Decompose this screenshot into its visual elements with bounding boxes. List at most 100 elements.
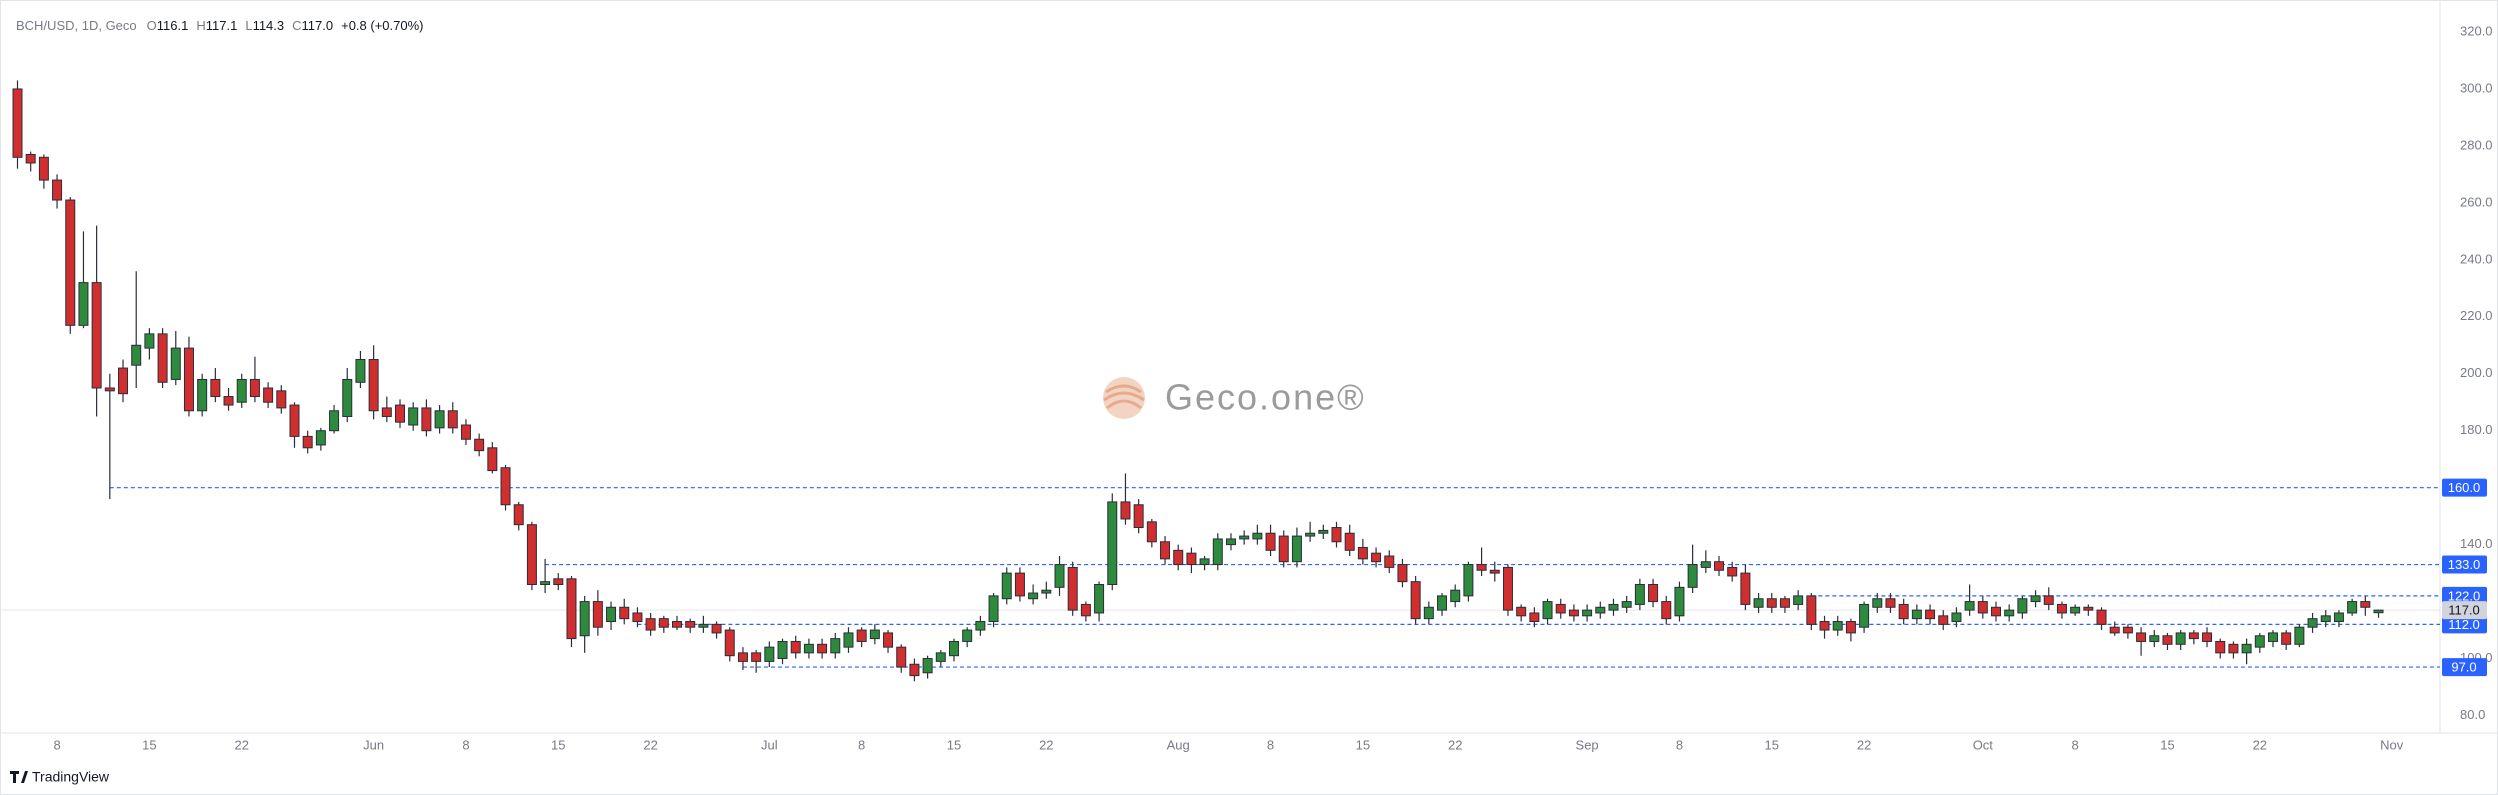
candle-body xyxy=(724,629,735,657)
candle xyxy=(632,607,643,628)
candle xyxy=(2096,607,2107,631)
candle xyxy=(843,627,854,653)
candle-body xyxy=(1080,603,1091,617)
candle-body xyxy=(1463,564,1474,597)
candle xyxy=(460,419,471,445)
candle xyxy=(1779,595,1790,613)
candle xyxy=(1410,575,1421,625)
candle xyxy=(869,624,880,645)
candle xyxy=(38,154,49,189)
candle-body xyxy=(157,333,168,383)
candle xyxy=(487,442,498,474)
candle xyxy=(2056,601,2067,619)
candle xyxy=(619,598,630,625)
candle-body xyxy=(988,595,999,623)
candle-body xyxy=(183,347,194,412)
candle-body xyxy=(1423,606,1434,620)
candle-body xyxy=(1634,583,1645,605)
candle xyxy=(52,174,63,209)
candle-body xyxy=(790,640,801,654)
candle xyxy=(1793,590,1804,611)
candle xyxy=(302,430,313,454)
candle-body xyxy=(922,658,933,674)
candle-body xyxy=(1397,564,1408,583)
candle-body xyxy=(1714,561,1725,571)
candle-body xyxy=(487,447,498,472)
candle-body xyxy=(1239,535,1250,540)
candle xyxy=(197,373,208,417)
candle-body xyxy=(1661,601,1672,620)
candle-body xyxy=(526,524,537,585)
candle-body xyxy=(91,282,102,389)
candle-body xyxy=(118,367,129,395)
candle xyxy=(249,356,260,403)
candle-body xyxy=(711,623,722,634)
candle-body xyxy=(421,407,432,432)
last-price-label: 117.0 xyxy=(2448,603,2480,618)
candle-body xyxy=(975,621,986,631)
candle-body xyxy=(52,179,63,201)
candle xyxy=(1371,547,1382,568)
candle-body xyxy=(2122,626,2133,634)
candle-body xyxy=(1212,538,1223,566)
candle-body xyxy=(1476,564,1487,571)
candle-body xyxy=(1001,572,1012,600)
x-tick-label: 22 xyxy=(643,737,657,752)
candle-body xyxy=(1529,612,1540,623)
footer-logo: TradingView xyxy=(10,769,110,785)
candle xyxy=(1278,530,1289,568)
candle xyxy=(421,399,432,437)
candle-body xyxy=(1014,572,1025,597)
candle-body xyxy=(1872,598,1883,608)
candle xyxy=(2136,627,2147,656)
candle-body xyxy=(2004,609,2015,617)
candle xyxy=(1661,595,1672,625)
candle xyxy=(1186,547,1197,574)
candle-body xyxy=(12,88,23,158)
candle-body xyxy=(1700,561,1711,568)
candle-body xyxy=(1753,598,1764,608)
candle xyxy=(1067,561,1078,616)
candle-body xyxy=(2215,640,2226,654)
candle-body xyxy=(2043,595,2054,605)
candle xyxy=(526,521,537,591)
candle xyxy=(447,402,458,434)
candle xyxy=(1305,521,1316,542)
candle xyxy=(1423,601,1434,625)
candle xyxy=(1529,607,1540,628)
candle xyxy=(1173,544,1184,571)
candle xyxy=(25,151,36,172)
candle xyxy=(975,615,986,636)
candle-body xyxy=(1160,541,1171,560)
candle xyxy=(2202,627,2213,648)
candle xyxy=(1845,618,1856,642)
level-badge xyxy=(2442,615,2487,634)
candle xyxy=(711,621,722,639)
candle-body xyxy=(1740,572,1751,605)
candle xyxy=(764,641,775,668)
candle-body xyxy=(1120,501,1131,520)
candle-body xyxy=(197,378,208,412)
candle-body xyxy=(2083,606,2094,611)
candle-body xyxy=(1357,546,1368,560)
candle-body xyxy=(78,282,89,326)
candle xyxy=(2149,630,2160,648)
candle-body xyxy=(210,378,221,398)
candle xyxy=(2162,632,2173,650)
candle xyxy=(962,627,973,648)
candle xyxy=(1766,593,1777,613)
candle xyxy=(408,402,419,431)
x-tick-label: Nov xyxy=(2380,737,2404,752)
candle-body xyxy=(2373,609,2384,614)
candle-body xyxy=(25,153,36,164)
candle xyxy=(1397,558,1408,588)
candle-body xyxy=(2307,618,2318,628)
candle-body xyxy=(170,347,181,380)
candle xyxy=(1951,607,1962,628)
candle-body xyxy=(1568,609,1579,617)
y-tick-label: 220.0 xyxy=(2460,308,2493,323)
ohlc-key: H xyxy=(196,18,205,33)
candle xyxy=(2043,587,2054,611)
candle-body xyxy=(1819,621,1830,631)
